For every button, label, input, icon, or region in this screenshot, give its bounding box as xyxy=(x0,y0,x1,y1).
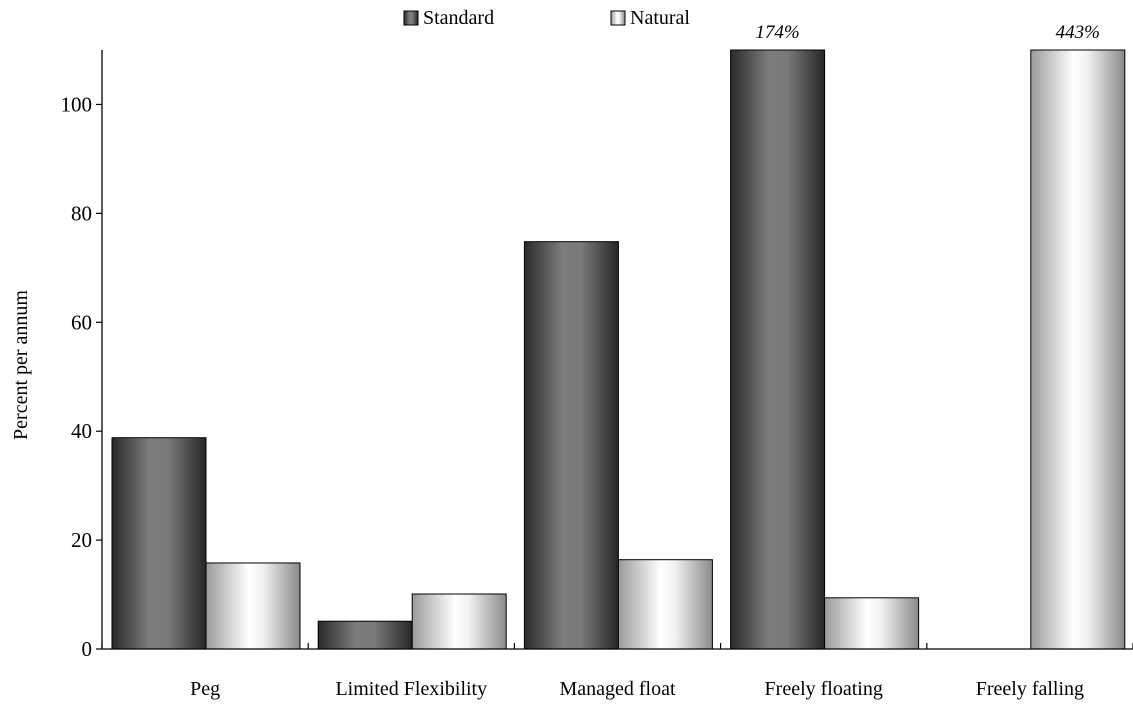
legend: Standard Natural xyxy=(403,7,690,29)
y-tick-label: 60 xyxy=(71,310,92,334)
bar-natural-peg xyxy=(205,562,301,650)
legend-swatch-natural xyxy=(610,10,626,26)
y-tick-label: 40 xyxy=(71,419,92,443)
x-tick-label-freely-falling: Freely falling xyxy=(976,678,1084,700)
bar-natural-managed-float xyxy=(617,559,713,650)
bar-standard-managed-float xyxy=(523,241,619,650)
bar-standard-peg xyxy=(111,437,207,650)
legend-label-natural: Natural xyxy=(630,7,690,29)
x-tick-label-limited-flexibility: Limited Flexibility xyxy=(335,678,487,700)
value-label-natural-freely-falling: 443% xyxy=(1056,22,1100,43)
x-tick-label-managed-float: Managed float xyxy=(559,678,676,700)
legend-label-standard: Standard xyxy=(423,7,494,29)
bar-natural-limited-flexibility xyxy=(411,593,507,650)
value-label-standard-freely-floating: 174% xyxy=(755,22,799,43)
y-tick-label: 0 xyxy=(82,637,93,661)
legend-swatch-standard xyxy=(403,10,419,26)
y-tick-label: 80 xyxy=(71,201,92,225)
y-tick-label: 20 xyxy=(71,528,92,552)
bar-standard-limited-flexibility xyxy=(317,620,413,650)
bar-natural-freely-floating xyxy=(824,597,920,650)
y-axis-label: Percent per annum xyxy=(10,290,32,440)
bars-group xyxy=(111,49,1126,650)
x-tick-label-peg: Peg xyxy=(190,678,220,700)
bar-natural-freely-falling xyxy=(1030,49,1126,650)
y-tick-label: 100 xyxy=(61,92,93,116)
axes-group: 174% 443% 0 20 40 60 80 100 Peg Limited Flexibili… xyxy=(61,22,1133,700)
x-tick-label-freely-floating: Freely floating xyxy=(765,678,883,700)
bar-standard-freely-floating xyxy=(730,49,826,650)
